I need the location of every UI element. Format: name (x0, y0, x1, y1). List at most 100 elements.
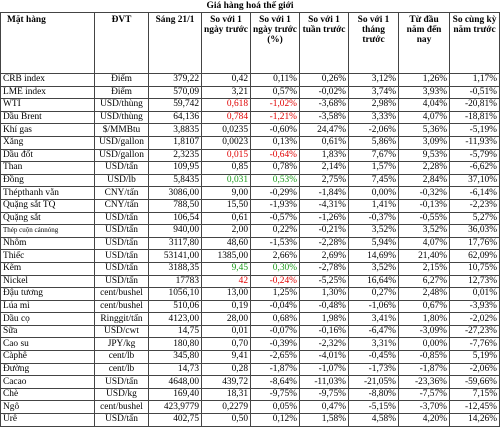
table-cell: -8,80% (348, 387, 399, 402)
table-cell: USD/tấn (94, 375, 149, 389)
table-cell: -5,15% (348, 400, 399, 415)
table-cell: cent/lb (94, 362, 149, 377)
commodity-name: Nhôm (0, 236, 95, 251)
table-cell: 0,01 (201, 324, 251, 339)
table-cell: 62,09% (449, 249, 500, 263)
table-cell: 15,50 (201, 198, 251, 213)
table-cell: -0,02% (299, 85, 349, 100)
table-row: Dầu đốt USD/gallon 2,3235 0,015 -0,64% 1,83% 7… (0, 148, 500, 163)
commodity-name: LME index (0, 85, 95, 100)
table-cell: 17,76% (449, 236, 500, 251)
table-cell: 5,27% (449, 211, 500, 226)
table-cell: 59,742 (148, 98, 202, 112)
table-cell: 2,28% (398, 161, 450, 175)
table-cell: USD/gallon (94, 148, 149, 163)
table-row: Chè USD/kg 169,40 18,31 -9,75% -9,75% -8,80% -7… (0, 387, 500, 402)
table-cell: 0,57% (250, 85, 300, 100)
table-cell: USD/lb (94, 173, 149, 188)
table-cell: 0,11% (250, 73, 300, 87)
commodity-name: Lúa mì (0, 299, 95, 314)
table-cell: 0,28 (201, 362, 251, 377)
table-cell: 3,8835 (148, 123, 202, 137)
table-row: Thép cuộn cánnóng USD/tấn 940,00 2,00 0,22% -… (0, 224, 500, 238)
table-cell: 510,06 (148, 299, 202, 314)
table-cell: -2,28% (299, 236, 349, 251)
table-cell: 9,45 (201, 261, 251, 276)
table-cell: 0,01% (449, 287, 500, 301)
table-cell: 0,61% (299, 135, 349, 150)
table-cell: 0,05% (250, 400, 300, 415)
table-row: Kẽm USD/tấn 3188,35 9,45 0,30% -2,78% 3,52% 2,1… (0, 261, 500, 276)
table-cell: -1,84% (299, 186, 349, 200)
table-cell: -0,21% (299, 224, 349, 238)
table-cell: -3,68% (299, 98, 349, 112)
table-cell: 402,75 (148, 413, 202, 427)
table-cell: -2,23% (449, 198, 500, 213)
table-cell: 2,3235 (148, 148, 202, 163)
commodity-name: Cacao (0, 375, 95, 389)
table-cell: -0,24% (250, 274, 300, 289)
table-row: LME index Điểm 570,09 3,21 0,57% -0,02% 3,74% 3… (0, 85, 500, 100)
table-cell: -2,06% (348, 123, 399, 137)
commodity-name: Than (0, 161, 95, 175)
column-header: Sáng 21/1 (148, 12, 202, 74)
commodity-name: Thiếc (0, 249, 95, 263)
table-cell: -0,85% (398, 350, 450, 364)
table-cell: 7,45% (348, 173, 399, 188)
table-cell: 48,60 (201, 236, 251, 251)
table-cell: USD/tấn (94, 249, 149, 263)
table-row: Nickel USD/tấn 17783 42 -0,24% -5,25% 16,64% 6,… (0, 274, 500, 289)
table-cell: 28,00 (201, 312, 251, 326)
table-cell: 0,26% (299, 73, 349, 87)
table-cell: -9,75% (250, 387, 300, 402)
table-cell: 3,52% (398, 224, 450, 238)
table-cell: 2,15% (398, 261, 450, 276)
table-row: Đường cent/lb 14,73 0,28 -1,87% -1,07% -1,73% -… (0, 362, 500, 377)
table-cell: 0,30% (250, 261, 300, 276)
table-row: Dầu cọ Ringgit/tấn 4123,00 28,00 0,68% 1,98% 3… (0, 312, 500, 326)
table-cell: 3,52% (348, 224, 399, 238)
table-cell: 64,136 (148, 110, 202, 125)
table-body: CRB index Điểm 379,22 0,42 0,11% 0,26% 3,12% 1,… (0, 73, 500, 427)
table-cell: 4648,00 (148, 375, 202, 389)
table-cell: 0,85 (201, 161, 251, 175)
table-cell: -27,23% (449, 324, 500, 339)
table-cell: -7,76% (449, 337, 500, 352)
table-cell: cent/bushel (94, 400, 149, 415)
table-cell: USD/cwt (94, 324, 149, 339)
table-cell: 1,80% (398, 312, 450, 326)
table-cell: 0,19 (201, 299, 251, 314)
column-header: Từ đầu năm đến nay (398, 12, 450, 74)
table-cell: -1,73% (348, 362, 399, 377)
table-cell: -2,32% (299, 337, 349, 352)
table-cell: -4,31% (299, 198, 349, 213)
column-header: So cùng kỳ năm trước (449, 12, 500, 74)
table-cell: 3086,00 (148, 186, 202, 200)
table-cell: 9,00 (201, 186, 251, 200)
commodity-name: Đồng (0, 173, 95, 188)
table-cell: 0,68% (250, 312, 300, 326)
table-row: Càphê cent/lb 345,80 9,41 -2,65% -4,01% -0,45%… (0, 350, 500, 364)
table-cell: 2,75% (299, 173, 349, 188)
table-cell: 3,74% (348, 85, 399, 100)
commodity-name: Dầu đốt (0, 148, 95, 163)
table-cell: 570,09 (148, 85, 202, 100)
table-cell: -1,26% (299, 211, 349, 226)
table-cell: -4,01% (299, 350, 349, 364)
table-cell: 2,14% (299, 161, 349, 175)
table-cell: $/MMBtu (94, 123, 149, 137)
table-cell: 12,73% (449, 274, 500, 289)
table-cell: -0,13% (398, 198, 450, 213)
table-cell: 5,19% (449, 350, 500, 364)
table-cell: 106,54 (148, 211, 202, 226)
table-cell: 37,10% (449, 173, 500, 188)
table-cell: 788,50 (148, 198, 202, 213)
table-cell: -2,78% (299, 261, 349, 276)
table-cell: 0,12% (250, 413, 300, 427)
table-row: Xăng USD/gallon 1,8107 0,0023 0,13% 0,61% 5,86… (0, 135, 500, 150)
column-header: Mặt hàng (0, 12, 95, 74)
table-cell: 3,21 (201, 85, 251, 100)
table-cell: 2,00 (201, 224, 251, 238)
table-cell: 2,98% (348, 98, 399, 112)
